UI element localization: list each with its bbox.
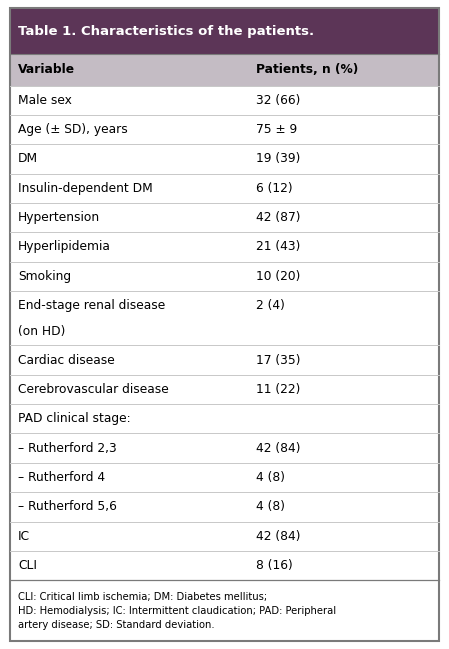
Text: Patients, n (%): Patients, n (%) <box>256 64 358 77</box>
Bar <box>10 262 439 291</box>
Text: Male sex: Male sex <box>18 93 72 106</box>
Text: 21 (43): 21 (43) <box>256 240 300 254</box>
Text: CLI: Critical limb ischemia; DM: Diabetes mellitus;
HD: Hemodialysis; IC: Interm: CLI: Critical limb ischemia; DM: Diabete… <box>18 592 336 630</box>
Text: Age (± SD), years: Age (± SD), years <box>18 123 128 136</box>
Bar <box>10 580 439 641</box>
Text: Cardiac disease: Cardiac disease <box>18 354 115 367</box>
Bar <box>10 86 439 115</box>
Text: 2 (4): 2 (4) <box>256 299 285 312</box>
Text: Cerebrovascular disease: Cerebrovascular disease <box>18 383 169 396</box>
Text: End-stage renal disease: End-stage renal disease <box>18 299 165 312</box>
Text: Smoking: Smoking <box>18 270 71 283</box>
Text: Variable: Variable <box>18 64 75 77</box>
Bar <box>10 404 439 434</box>
Text: 4 (8): 4 (8) <box>256 500 285 513</box>
Text: 42 (84): 42 (84) <box>256 442 300 455</box>
Text: 4 (8): 4 (8) <box>256 471 285 484</box>
Text: PAD clinical stage:: PAD clinical stage: <box>18 412 131 425</box>
Bar <box>10 291 439 345</box>
Text: Hypertension: Hypertension <box>18 211 100 224</box>
Bar <box>10 522 439 551</box>
Text: CLI: CLI <box>18 559 37 572</box>
Text: 42 (84): 42 (84) <box>256 530 300 543</box>
Bar <box>10 463 439 492</box>
Bar <box>10 8 439 54</box>
Bar <box>10 492 439 522</box>
Bar <box>10 345 439 375</box>
Bar <box>10 54 439 86</box>
Bar <box>10 434 439 463</box>
Text: 6 (12): 6 (12) <box>256 182 293 195</box>
Text: 17 (35): 17 (35) <box>256 354 300 367</box>
Bar <box>10 115 439 144</box>
Text: – Rutherford 4: – Rutherford 4 <box>18 471 105 484</box>
Bar <box>10 203 439 232</box>
Text: Insulin-dependent DM: Insulin-dependent DM <box>18 182 153 195</box>
Text: IC: IC <box>18 530 30 543</box>
Text: 75 ± 9: 75 ± 9 <box>256 123 297 136</box>
Text: Table 1. Characteristics of the patients.: Table 1. Characteristics of the patients… <box>18 25 314 38</box>
Text: 19 (39): 19 (39) <box>256 153 300 165</box>
Bar <box>10 375 439 404</box>
Bar <box>10 232 439 262</box>
Text: 11 (22): 11 (22) <box>256 383 300 396</box>
Bar <box>10 144 439 173</box>
Text: Hyperlipidemia: Hyperlipidemia <box>18 240 111 254</box>
Bar <box>10 173 439 203</box>
Text: DM: DM <box>18 153 38 165</box>
Text: – Rutherford 2,3: – Rutherford 2,3 <box>18 442 117 455</box>
Text: 10 (20): 10 (20) <box>256 270 300 283</box>
Text: 8 (16): 8 (16) <box>256 559 293 572</box>
Text: (on HD): (on HD) <box>18 325 66 338</box>
Text: 42 (87): 42 (87) <box>256 211 300 224</box>
Bar <box>10 551 439 580</box>
Text: – Rutherford 5,6: – Rutherford 5,6 <box>18 500 117 513</box>
Text: 32 (66): 32 (66) <box>256 93 300 106</box>
